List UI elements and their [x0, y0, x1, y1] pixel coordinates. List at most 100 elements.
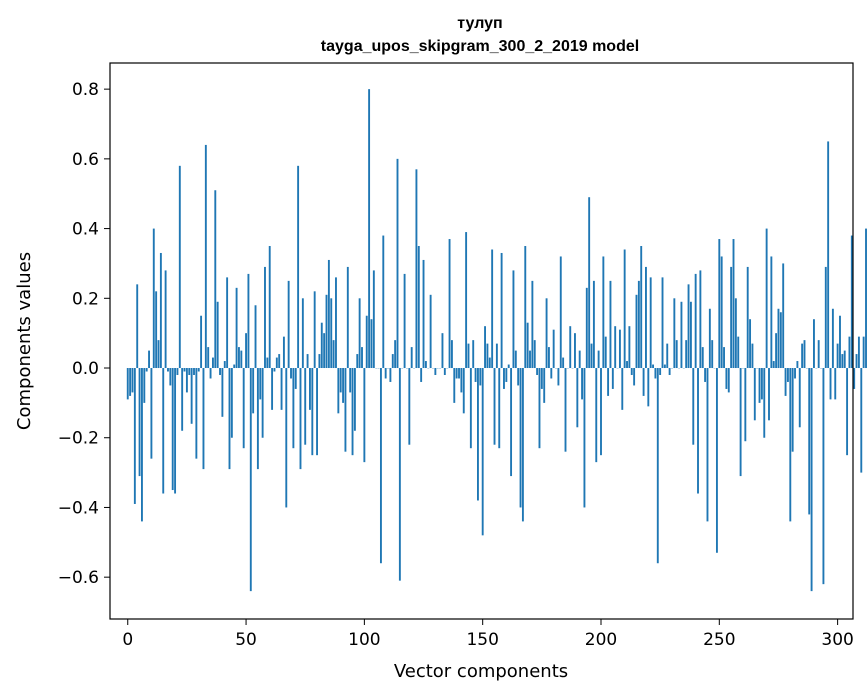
bar-150 — [481, 368, 484, 536]
x-axis-label: Vector components — [394, 661, 568, 682]
bar-224 — [656, 368, 659, 564]
bar-117 — [403, 273, 406, 369]
y-tick-label: −0.2 — [58, 429, 99, 449]
bar-174 — [538, 368, 541, 449]
bar-158 — [500, 252, 503, 369]
bar-231 — [673, 298, 676, 369]
bar-222 — [652, 364, 654, 369]
bar-306 — [850, 235, 853, 369]
bar-311 — [862, 336, 865, 369]
bar-167 — [521, 368, 524, 522]
bar-213 — [630, 368, 633, 375]
bar-215 — [635, 294, 638, 369]
bar-145 — [469, 368, 472, 449]
bar-304 — [846, 368, 849, 456]
bar-94 — [349, 368, 352, 393]
chart-subtitle: tayga_upos_skipgram_300_2_2019 model — [321, 38, 639, 55]
bar-100 — [363, 368, 366, 463]
bar-261 — [744, 368, 747, 442]
bar-182 — [557, 368, 560, 386]
bar-274 — [775, 333, 778, 369]
bar-160 — [505, 368, 508, 382]
bar-205 — [611, 368, 614, 389]
bar-38 — [216, 301, 219, 369]
bar-83 — [323, 333, 326, 369]
bar-268 — [760, 368, 763, 400]
bar-13 — [157, 340, 160, 369]
bar-189 — [574, 333, 576, 369]
bar-85 — [327, 259, 330, 369]
bar-44 — [230, 368, 233, 438]
y-tick-label: −0.4 — [58, 498, 99, 518]
bar-279 — [786, 368, 789, 382]
bar-155 — [493, 368, 496, 445]
bar-139 — [455, 368, 458, 379]
bar-89 — [337, 368, 340, 414]
bar-104 — [372, 270, 375, 369]
bar-29 — [195, 368, 198, 459]
bar-8 — [145, 368, 148, 372]
y-axis-ticks: −0.6 −0.4 −0.2 0.0 0.2 0.4 0.6 0.8 — [58, 80, 110, 588]
bar-15 — [162, 368, 165, 494]
bar-250 — [718, 239, 721, 369]
bar-245 — [706, 368, 709, 522]
bar-193 — [583, 368, 586, 508]
bar-289 — [810, 368, 813, 592]
bar-78 — [311, 368, 314, 456]
bar-142 — [462, 368, 465, 414]
bar-283 — [796, 361, 799, 369]
bar-22 — [178, 165, 181, 369]
bar-156 — [495, 343, 498, 369]
bar-35 — [209, 368, 212, 379]
bar-234 — [680, 301, 683, 369]
bar-203 — [607, 368, 610, 396]
bar-51 — [247, 273, 250, 369]
bar-172 — [533, 340, 536, 369]
bar-115 — [398, 368, 401, 581]
bar-107 — [379, 368, 382, 564]
bar-246 — [708, 308, 711, 369]
bar-57 — [261, 368, 264, 438]
bar-187 — [569, 326, 572, 369]
plot-frame — [109, 62, 854, 620]
bar-228 — [666, 343, 669, 369]
bar-296 — [827, 141, 830, 369]
bar-157 — [498, 368, 501, 449]
bar-10 — [150, 368, 153, 459]
bar-102 — [368, 89, 371, 369]
bar-90 — [339, 368, 342, 393]
bar-206 — [614, 326, 617, 369]
bar-208 — [618, 329, 621, 369]
bar-278 — [784, 368, 787, 396]
bar-221 — [649, 277, 652, 369]
bar-284 — [798, 368, 801, 428]
bar-240 — [694, 273, 697, 369]
bar-101 — [365, 315, 368, 369]
bar-281 — [791, 368, 794, 452]
bar-20 — [174, 368, 177, 494]
bar-42 — [226, 277, 229, 369]
bar-126 — [424, 361, 427, 369]
bar-236 — [685, 340, 688, 369]
bar-32 — [202, 368, 205, 470]
bar-119 — [408, 368, 411, 445]
bar-49 — [242, 368, 245, 449]
bar-214 — [633, 368, 636, 386]
bar-258 — [737, 336, 740, 369]
bar-99 — [361, 347, 363, 369]
bar-170 — [529, 350, 531, 369]
bar-6 — [141, 368, 143, 522]
bar-72 — [297, 165, 300, 369]
bar-23 — [181, 368, 184, 431]
bar-59 — [266, 357, 269, 369]
bar-26 — [188, 368, 191, 375]
bar-241 — [697, 368, 699, 494]
bar-210 — [623, 249, 626, 369]
bar-225 — [659, 368, 662, 375]
bar-152 — [486, 343, 489, 369]
bar-247 — [711, 340, 714, 369]
bar-176 — [543, 368, 546, 403]
bar-310 — [860, 368, 863, 473]
bar-91 — [342, 368, 345, 403]
bar-69 — [290, 368, 292, 379]
